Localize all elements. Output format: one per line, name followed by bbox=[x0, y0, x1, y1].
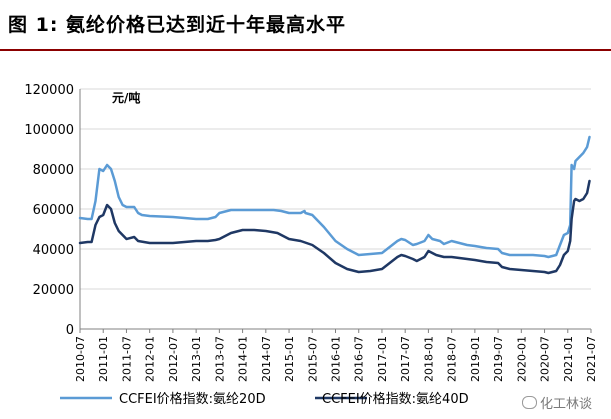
x-tick-label: 2011-07 bbox=[120, 336, 133, 382]
x-tick-label: 2014-01 bbox=[237, 336, 250, 382]
x-tick-label: 2021-01 bbox=[562, 336, 575, 382]
x-tick-label: 2019-01 bbox=[469, 336, 482, 382]
x-tick-label: 2012-01 bbox=[144, 336, 157, 382]
y-tick-label: 0 bbox=[66, 323, 74, 338]
x-tick-label: 2021-07 bbox=[585, 336, 598, 382]
y-tick-label: 100000 bbox=[24, 123, 74, 138]
x-tick-label: 2018-01 bbox=[422, 336, 435, 382]
x-tick-label: 2011-01 bbox=[97, 336, 110, 382]
y-tick-label: 60000 bbox=[33, 203, 74, 218]
y-tick-label: 80000 bbox=[33, 163, 74, 178]
title-bar: 图 1: 氨纶价格已达到近十年最高水平 bbox=[0, 0, 611, 52]
title-divider bbox=[0, 49, 611, 51]
legend-label-20d: CCFEI价格指数:氨纶20D bbox=[119, 391, 266, 407]
y-tick-label: 20000 bbox=[33, 283, 74, 298]
series-line-20d bbox=[78, 135, 591, 259]
x-tick-label: 2015-01 bbox=[283, 336, 296, 382]
x-tick-label: 2016-07 bbox=[353, 336, 366, 382]
wechat-icon bbox=[522, 396, 537, 409]
x-tick-label: 2014-07 bbox=[260, 336, 273, 382]
x-tick-label: 2018-07 bbox=[446, 336, 459, 382]
x-tick-label: 2016-01 bbox=[330, 336, 343, 382]
x-tick-label: 2015-07 bbox=[306, 336, 319, 382]
x-tick-label: 2020-01 bbox=[515, 336, 528, 382]
x-tick-label: 2013-01 bbox=[190, 336, 203, 382]
x-tick-label: 2017-07 bbox=[399, 336, 412, 382]
x-tick-label: 2020-07 bbox=[539, 336, 552, 382]
series-line-40d bbox=[78, 179, 591, 275]
x-tick-label: 2010-07 bbox=[74, 336, 87, 382]
x-tick-label: 2017-01 bbox=[376, 336, 389, 382]
x-tick-label: 2013-07 bbox=[213, 336, 226, 382]
y-axis-unit-label: 元/吨 bbox=[112, 90, 140, 105]
x-tick-label: 2019-07 bbox=[492, 336, 505, 382]
y-tick-label: 40000 bbox=[33, 243, 74, 258]
watermark-text: 化工林谈 bbox=[540, 397, 593, 412]
figure-title: 图 1: 氨纶价格已达到近十年最高水平 bbox=[8, 14, 347, 36]
y-tick-label: 120000 bbox=[24, 83, 74, 98]
x-tick-label: 2012-07 bbox=[167, 336, 180, 382]
legend-label-40d: CCFEI价格指数:氨纶40D bbox=[322, 391, 469, 407]
watermark: 化工林谈 bbox=[522, 393, 592, 412]
